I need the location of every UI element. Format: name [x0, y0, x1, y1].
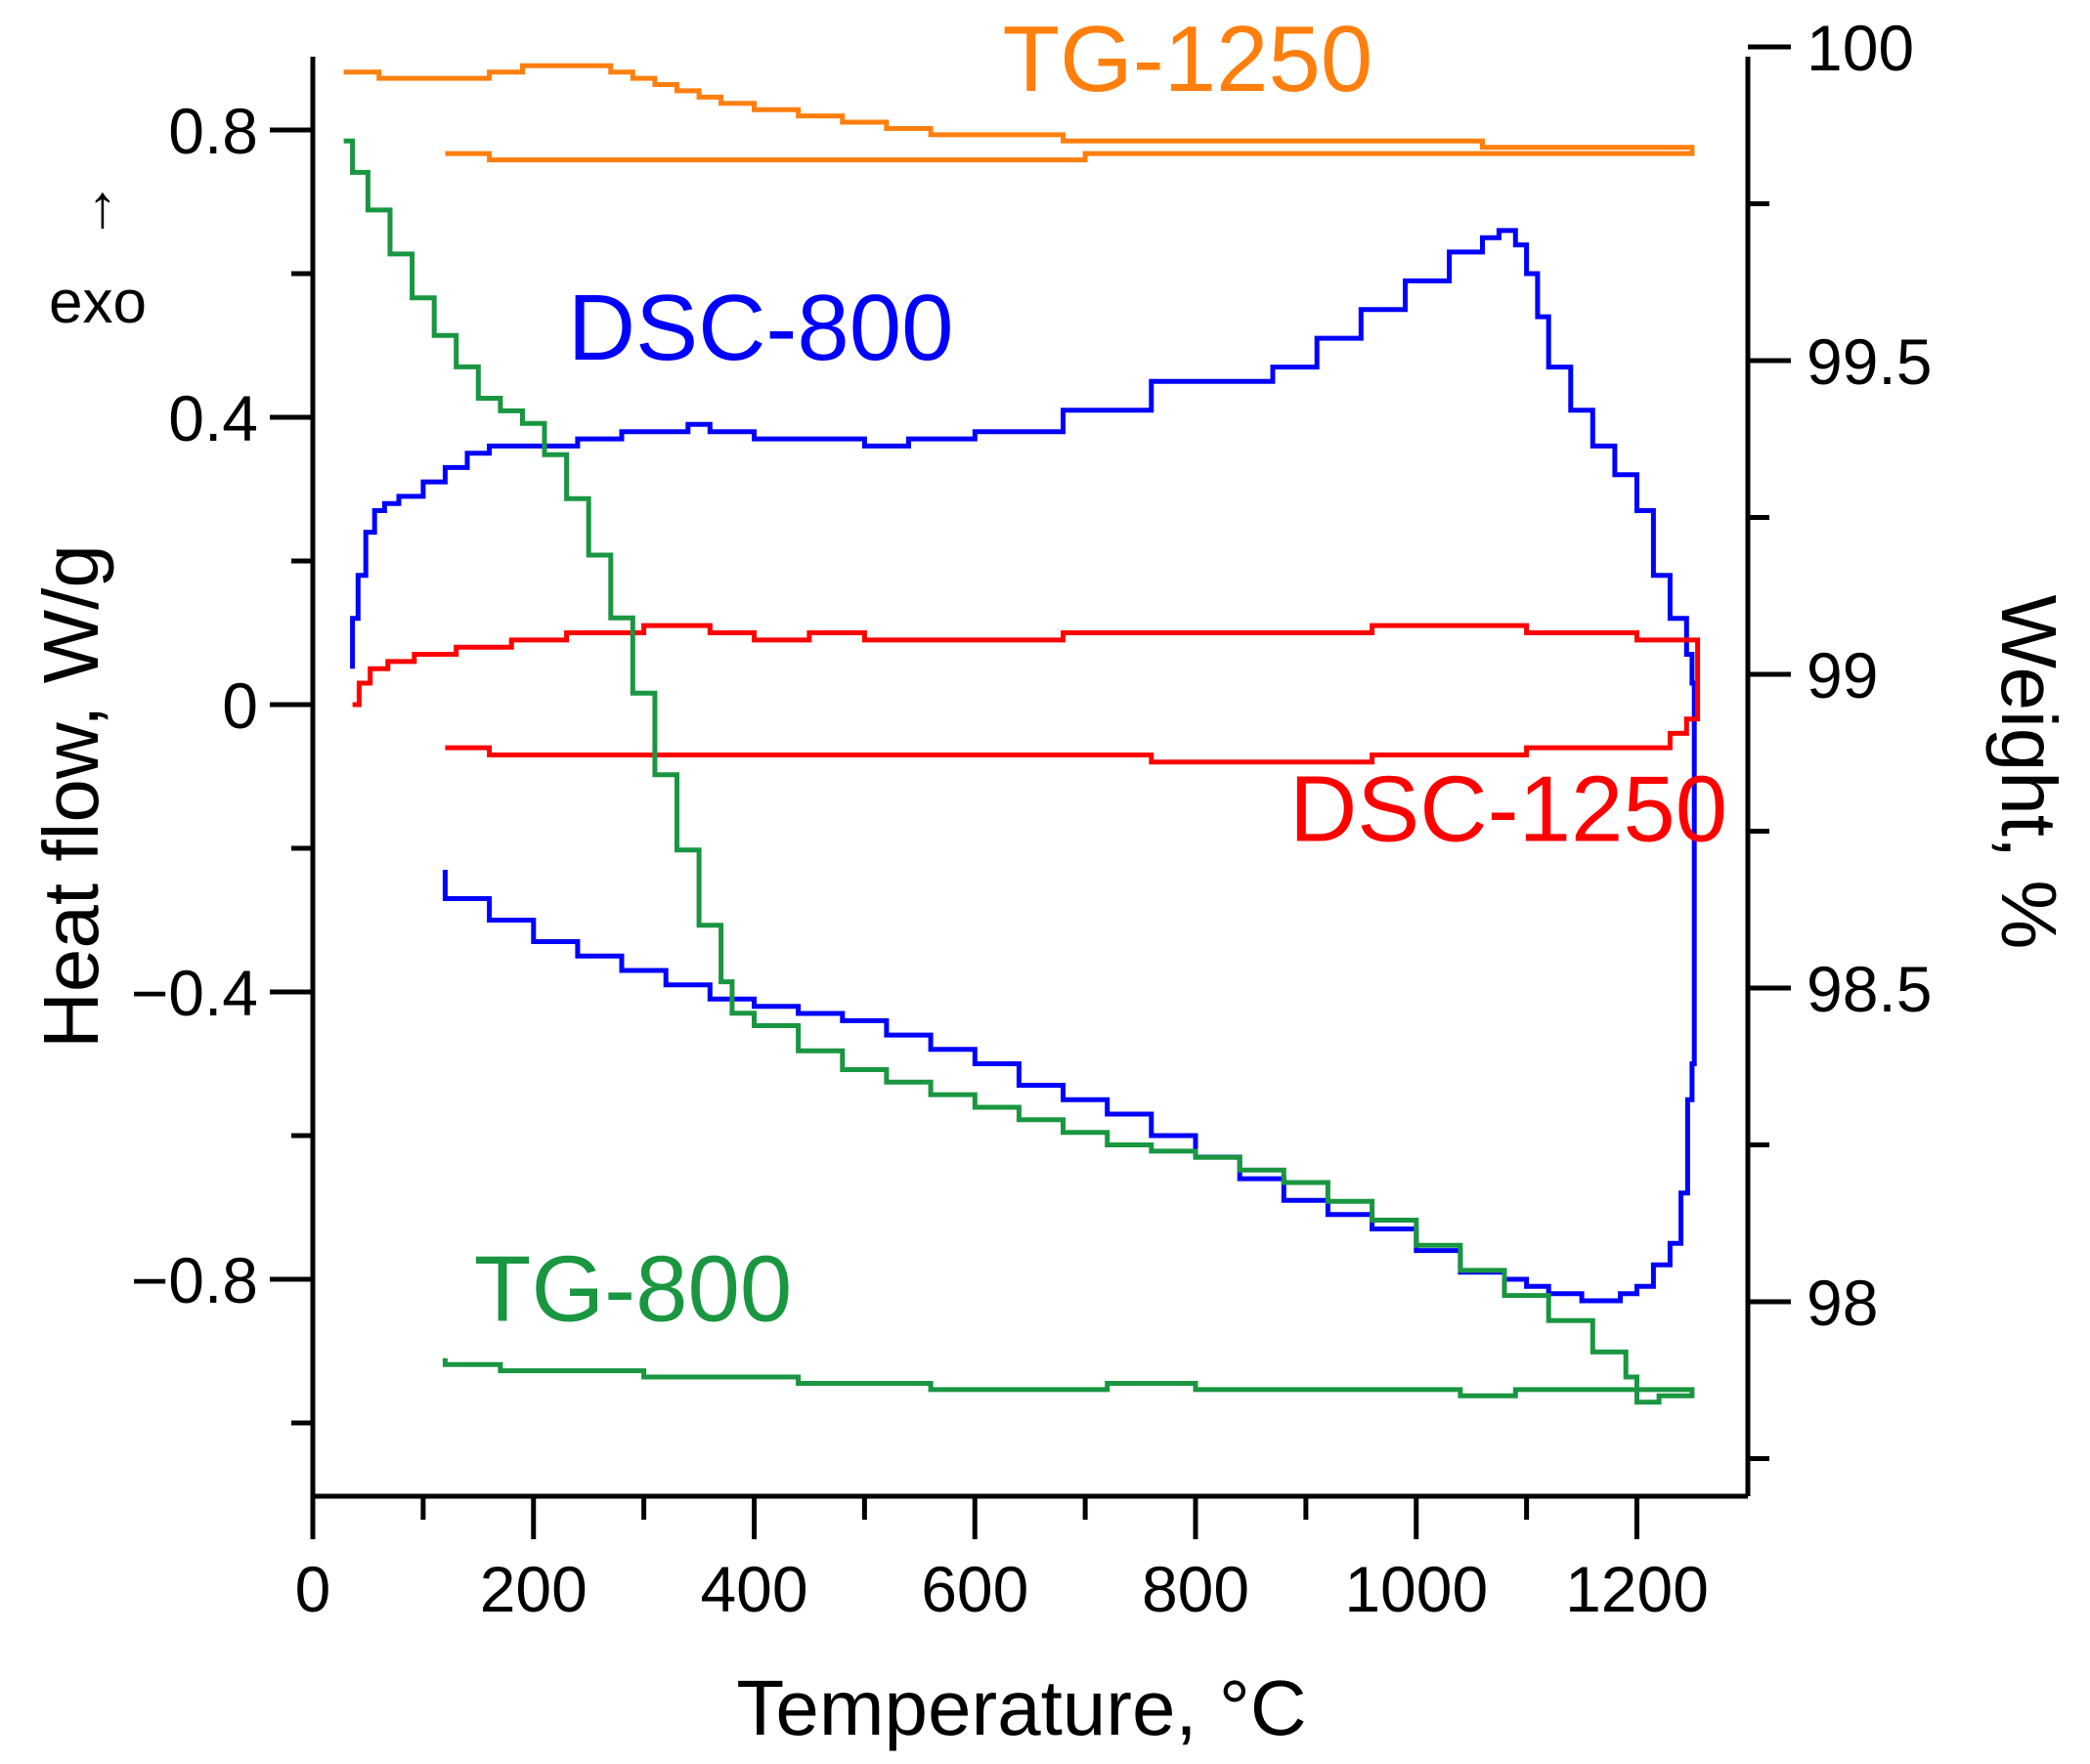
x-tick-label: 400: [700, 1553, 807, 1625]
axes: 0 200 400 600 800 1000 1200 0.8 0.4 0 −0.4 −0.8 100 9…: [131, 12, 1933, 1625]
tg-1250-line: [343, 63, 1695, 163]
series-labels: DSC-800 DSC-1250 TG-1250 TG-800: [474, 7, 1727, 1341]
right-y-tick-label: 99: [1807, 639, 1878, 711]
x-axis-title: Temperature, °C: [736, 1664, 1306, 1751]
left-y-axis-title: Heat flow, W/g: [27, 544, 114, 1049]
tg-800-label: TG-800: [474, 1236, 792, 1341]
right-y-tick-label: 99.5: [1807, 325, 1932, 398]
tg-800-line: [343, 138, 1695, 1405]
right-y-tick-label: 100: [1807, 12, 1914, 84]
exo-label: exo: [49, 269, 147, 336]
x-tick-label: 600: [921, 1553, 1028, 1625]
left-y-tick-label: −0.8: [131, 1244, 258, 1316]
left-y-tick-label: 0.4: [168, 382, 258, 454]
right-y-axis-title: Weight, %: [1985, 594, 2072, 949]
right-y-tick-label: 98: [1807, 1267, 1878, 1339]
x-tick-label: 800: [1142, 1553, 1249, 1625]
x-tick-label: 1000: [1344, 1553, 1488, 1625]
x-tick-label: 1200: [1565, 1553, 1709, 1625]
x-tick-label: 0: [295, 1553, 331, 1625]
dsc-800-label: DSC-800: [568, 276, 954, 380]
series-lines: [343, 63, 1701, 1405]
right-y-tick-label: 98.5: [1807, 953, 1932, 1025]
dsc-800-line: [350, 228, 1697, 1304]
tg-1250-label: TG-1250: [1002, 7, 1372, 111]
exo-arrow-icon: ↑: [88, 173, 118, 240]
left-y-tick-label: 0: [222, 669, 258, 742]
dsc-1250-label: DSC-1250: [1289, 757, 1727, 862]
left-y-tick-label: −0.4: [131, 957, 258, 1029]
x-tick-label: 200: [480, 1553, 588, 1625]
dsc-1250-line: [352, 623, 1701, 765]
left-y-tick-label: 0.8: [168, 95, 258, 167]
